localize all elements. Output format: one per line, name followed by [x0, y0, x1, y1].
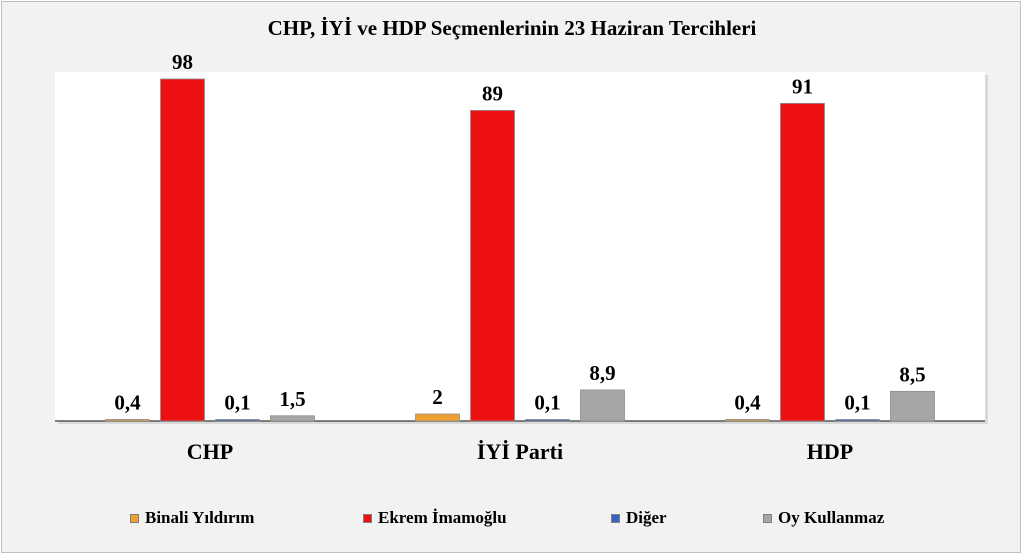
- data-label-iyi-parti-ekrem-imamoglu: 89: [482, 81, 503, 105]
- data-label-chp-ekrem-imamoglu: 98: [172, 50, 193, 74]
- legend-item-binali-yildirim: Binali Yıldırım: [130, 508, 254, 528]
- data-label-hdp-binali-yildirim: 0,4: [734, 391, 761, 415]
- category-label-chp: CHP: [187, 439, 233, 464]
- bar-hdp-oy-kullanmaz: [890, 390, 935, 422]
- data-label-iyi-parti-oy-kullanmaz: 8,9: [589, 361, 615, 385]
- bar-iyi-parti-binali-yildirim: [415, 413, 460, 422]
- legend-item-oy-kullanmaz: Oy Kullanmaz: [763, 508, 884, 528]
- data-label-chp-diger: 0,1: [224, 391, 250, 415]
- legend-label-ekrem-imamoglu: Ekrem İmamoğlu: [378, 508, 507, 527]
- bar-hdp-diger: [835, 419, 880, 422]
- bar-iyi-parti-diger: [525, 419, 570, 422]
- legend-label-diger: Diğer: [626, 508, 667, 527]
- legend-swatch-oy-kullanmaz: [763, 513, 772, 523]
- legend-swatch-ekrem-imamoglu: [363, 513, 372, 523]
- chart-legend: Binali Yıldırım Ekrem İmamoğlu Diğer Oy …: [0, 508, 1024, 532]
- bar-iyi-parti-oy-kullanmaz: [580, 389, 625, 422]
- legend-swatch-binali-yildirim: [130, 513, 139, 523]
- bar-iyi-parti-ekrem-imamoglu: [470, 109, 515, 422]
- bar-chp-ekrem-imamoglu: [160, 78, 205, 422]
- legend-label-oy-kullanmaz: Oy Kullanmaz: [778, 508, 885, 527]
- bar-chp-diger: [215, 419, 260, 422]
- category-label-hdp: HDP: [807, 439, 853, 464]
- category-label-iyi-parti: İYİ Parti: [477, 439, 563, 464]
- chart-title: CHP, İYİ ve HDP Seçmenlerinin 23 Haziran…: [267, 16, 757, 40]
- legend-item-ekrem-imamoglu: Ekrem İmamoğlu: [363, 508, 507, 528]
- plot-area: [55, 72, 985, 421]
- data-label-chp-binali-yildirim: 0,4: [114, 391, 141, 415]
- data-label-hdp-diger: 0,1: [844, 391, 870, 415]
- bar-hdp-ekrem-imamoglu: [780, 103, 825, 422]
- bar-hdp-binali-yildirim: [725, 419, 770, 422]
- legend-label-binali-yildirim: Binali Yıldırım: [145, 508, 255, 527]
- data-label-hdp-ekrem-imamoglu: 91: [792, 74, 813, 98]
- data-label-hdp-oy-kullanmaz: 8,5: [899, 362, 925, 386]
- legend-item-diger: Diğer: [611, 508, 667, 528]
- legend-swatch-diger: [611, 513, 620, 523]
- data-label-chp-oy-kullanmaz: 1,5: [279, 387, 305, 411]
- data-label-iyi-parti-diger: 0,1: [534, 391, 560, 415]
- bar-chp-oy-kullanmaz: [270, 415, 315, 422]
- bar-chp-binali-yildirim: [105, 419, 150, 422]
- data-label-iyi-parti-binali-yildirim: 2: [432, 385, 443, 409]
